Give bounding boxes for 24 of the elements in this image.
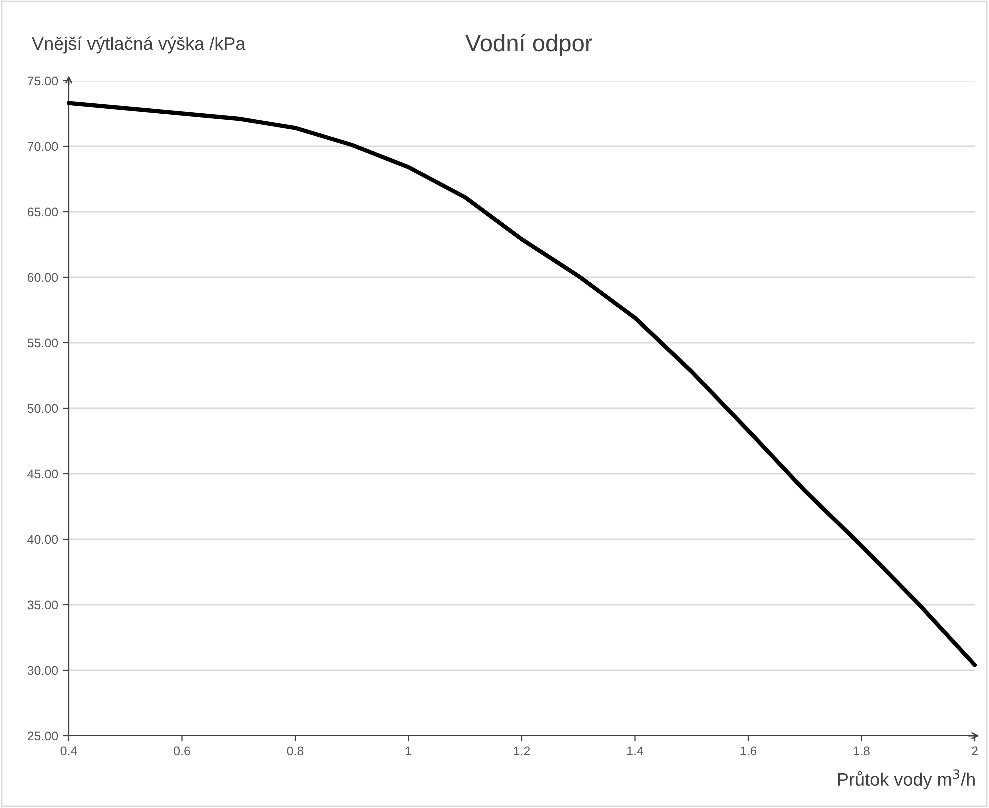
y-tick-label: 65.00 (28, 208, 58, 217)
y-tick-label: 50.00 (28, 404, 58, 414)
line-series (66, 101, 978, 668)
y-tick-label: 60.00 (28, 273, 58, 282)
y-tick-label: 30.00 (28, 666, 58, 676)
y-tick-label: 75.00 (28, 76, 58, 86)
y-tick-label: 55.00 (28, 338, 58, 348)
x-tick-label: 0.6 (174, 746, 190, 756)
y-tick-label: 70.00 (28, 142, 58, 152)
x-tick-label: 1.6 (740, 746, 757, 756)
x-tick-label: 1.8 (854, 746, 870, 756)
y-tick-label: 45.00 (28, 470, 58, 479)
chart-title: Vodní odpor (466, 34, 592, 56)
y-tick-label: 40.00 (28, 535, 58, 544)
y-tick-label: 35.00 (28, 600, 58, 610)
x-tick-label: 0.8 (287, 746, 304, 756)
x-tick-label: 1.2 (514, 746, 530, 756)
x-tick-label: 0.4 (60, 746, 78, 756)
y-axis-title: Vnější výtlačná výška /kPa (32, 36, 246, 54)
x-tick-label: 1 (406, 746, 412, 756)
y-tick-label: 25.00 (28, 732, 58, 741)
x-axis-title: Průtok vody m$^{3}$/h (838, 770, 975, 790)
x-tick-label: 2 (972, 746, 978, 756)
x-tick-label: 1.4 (628, 746, 644, 756)
